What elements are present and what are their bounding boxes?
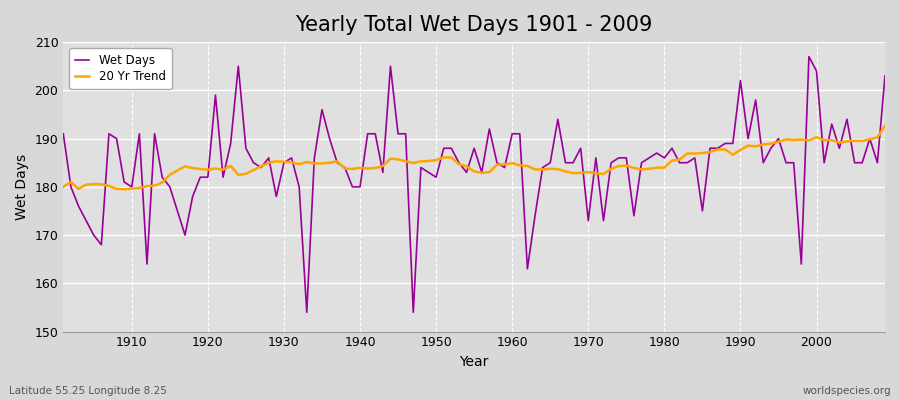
Wet Days <box>515 131 526 136</box>
Line: Wet Days: Wet Days <box>63 56 885 312</box>
Wet Days <box>286 156 297 160</box>
Wet Days <box>804 54 814 59</box>
Wet Days <box>58 131 68 136</box>
Y-axis label: Wet Days: Wet Days <box>15 154 29 220</box>
20 Yr Trend <box>119 187 130 192</box>
20 Yr Trend <box>293 162 304 166</box>
Wet Days <box>339 165 350 170</box>
Text: worldspecies.org: worldspecies.org <box>803 386 891 396</box>
Text: Latitude 55.25 Longitude 8.25: Latitude 55.25 Longitude 8.25 <box>9 386 166 396</box>
20 Yr Trend <box>879 124 890 128</box>
20 Yr Trend <box>515 163 526 168</box>
Wet Days <box>879 74 890 78</box>
20 Yr Trend <box>339 166 350 171</box>
Wet Days <box>119 180 130 184</box>
Title: Yearly Total Wet Days 1901 - 2009: Yearly Total Wet Days 1901 - 2009 <box>295 15 652 35</box>
Wet Days <box>606 160 616 165</box>
X-axis label: Year: Year <box>460 355 489 369</box>
Wet Days <box>302 310 312 315</box>
20 Yr Trend <box>58 184 68 189</box>
20 Yr Trend <box>126 186 137 191</box>
Line: 20 Yr Trend: 20 Yr Trend <box>63 126 885 189</box>
Legend: Wet Days, 20 Yr Trend: Wet Days, 20 Yr Trend <box>69 48 172 89</box>
Wet Days <box>507 131 517 136</box>
20 Yr Trend <box>606 166 616 171</box>
20 Yr Trend <box>507 161 517 166</box>
